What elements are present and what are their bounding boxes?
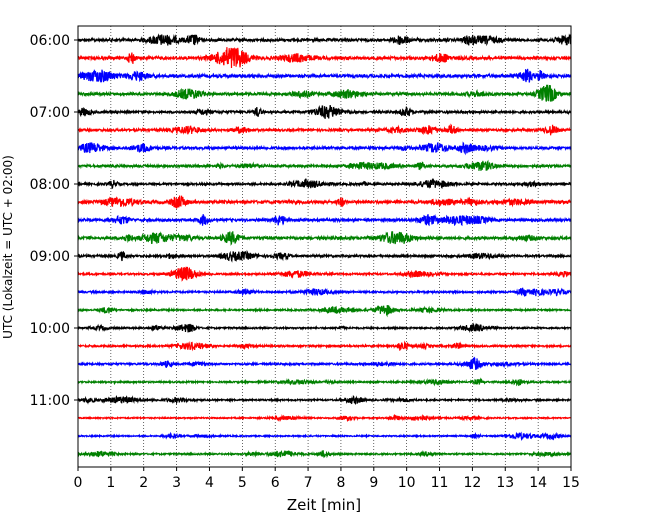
x-axis-label: Zeit [min]	[287, 496, 361, 514]
seismic-trace	[77, 33, 572, 47]
x-tick-label: 0	[74, 475, 83, 491]
seismic-trace	[77, 104, 572, 119]
seismic-trace	[77, 231, 572, 246]
seismic-trace	[77, 213, 572, 227]
seismic-trace	[77, 449, 572, 459]
seismic-trace	[77, 47, 572, 68]
seismic-trace	[77, 304, 572, 318]
y-axis-ticks: 06:00 07:00 08:00 09:00 10:00 11:00	[30, 33, 78, 409]
seismic-trace	[77, 159, 572, 171]
x-tick-label: 1	[106, 475, 115, 491]
x-tick-label: 2	[139, 475, 148, 491]
x-tick-label: 7	[304, 475, 313, 491]
seismic-trace	[77, 322, 572, 333]
y-tick-label: 11:00	[30, 393, 70, 409]
y-tick-label: 07:00	[30, 105, 70, 121]
seismic-trace	[77, 177, 572, 190]
y-tick-label: 08:00	[30, 177, 70, 193]
x-tick-label: 12	[463, 475, 481, 491]
x-axis-ticks: 0 1 2 3 4 5 6 7 8 9 10 11 12 13 14 15	[74, 467, 580, 491]
seismic-trace	[77, 287, 572, 297]
x-tick-label: 6	[271, 475, 280, 491]
seismic-traces	[77, 33, 572, 459]
x-tick-label: 8	[336, 475, 345, 491]
seismic-trace	[77, 356, 572, 370]
x-tick-label: 14	[529, 475, 547, 491]
seismic-trace	[77, 141, 572, 156]
seismic-trace	[77, 394, 572, 406]
seismic-trace	[77, 249, 572, 263]
seismic-trace	[77, 266, 572, 282]
x-tick-label: 13	[496, 475, 514, 491]
seismic-trace	[77, 414, 572, 423]
y-tick-label: 10:00	[30, 321, 70, 337]
seismic-trace	[77, 84, 572, 102]
x-tick-label: 15	[562, 475, 580, 491]
x-tick-label: 4	[205, 475, 214, 491]
x-tick-label: 11	[431, 475, 449, 491]
x-tick-label: 5	[238, 475, 247, 491]
seismic-trace	[77, 195, 572, 209]
y-tick-label: 09:00	[30, 249, 70, 265]
x-tick-label: 3	[172, 475, 181, 491]
x-tick-label: 10	[398, 475, 416, 491]
plot-frame	[77, 25, 572, 468]
y-tick-label: 06:00	[30, 33, 70, 49]
seismic-trace	[77, 377, 572, 387]
x-tick-label: 9	[369, 475, 378, 491]
seismic-trace	[77, 431, 572, 441]
seismic-trace	[77, 123, 572, 136]
seismic-trace	[77, 340, 572, 352]
y-axis-label: UTC (Lokalzeit = UTC + 02:00)	[1, 155, 15, 339]
seismic-trace	[77, 68, 572, 84]
